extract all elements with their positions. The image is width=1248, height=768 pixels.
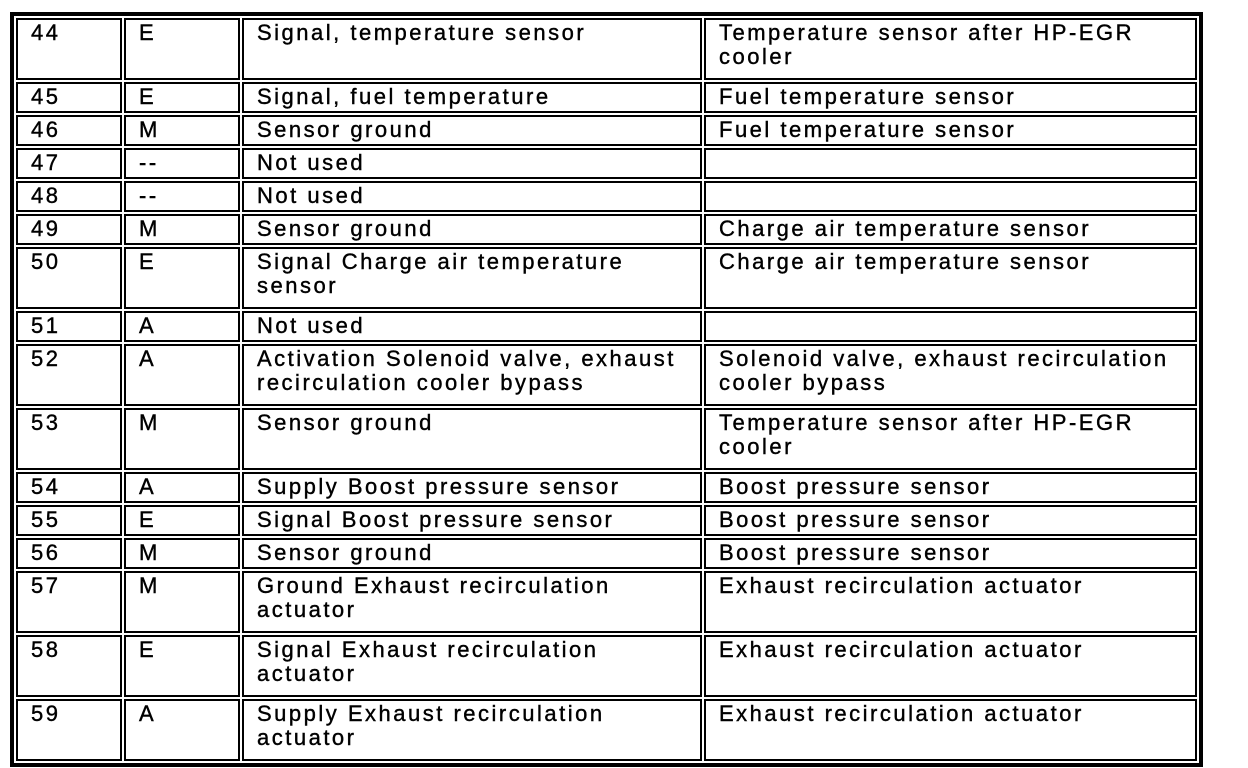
pin-description-cell: Sensor ground	[242, 408, 702, 470]
pin-number-cell: 47	[16, 148, 122, 179]
pin-description-cell: Not used	[242, 148, 702, 179]
table-row: 48 -- Not used	[16, 181, 1197, 212]
table-row: 46 M Sensor ground Fuel temperature sens…	[16, 115, 1197, 146]
pin-component-cell: Fuel temperature sensor	[704, 115, 1197, 146]
pin-assignment-table: 44 E Signal, temperature sensor Temperat…	[14, 16, 1199, 763]
pin-description-cell: Signal Boost pressure sensor	[242, 505, 702, 536]
pin-component-cell	[704, 311, 1197, 342]
pin-type-cell: E	[124, 247, 240, 309]
table-row: 57 M Ground Exhaust recirculation actuat…	[16, 571, 1197, 633]
table-row: 52 A Activation Solenoid valve, exhaust …	[16, 344, 1197, 406]
table-row: 47 -- Not used	[16, 148, 1197, 179]
pin-description-cell: Sensor ground	[242, 214, 702, 245]
pin-type-cell: A	[124, 344, 240, 406]
table-row: 55 E Signal Boost pressure sensor Boost …	[16, 505, 1197, 536]
pin-type-cell: E	[124, 635, 240, 697]
pin-number-cell: 53	[16, 408, 122, 470]
pin-description-cell: Sensor ground	[242, 115, 702, 146]
pin-component-cell: Boost pressure sensor	[704, 538, 1197, 569]
pin-component-cell: Boost pressure sensor	[704, 505, 1197, 536]
pin-description-cell: Not used	[242, 311, 702, 342]
pin-type-cell: M	[124, 408, 240, 470]
pin-number-cell: 55	[16, 505, 122, 536]
pin-number-cell: 45	[16, 82, 122, 113]
pin-number-cell: 44	[16, 18, 122, 80]
pin-number-cell: 56	[16, 538, 122, 569]
pin-type-cell: E	[124, 18, 240, 80]
pin-type-cell: A	[124, 311, 240, 342]
pin-description-cell: Signal Exhaust recirculation actuator	[242, 635, 702, 697]
table-row: 45 E Signal, fuel temperature Fuel tempe…	[16, 82, 1197, 113]
pin-type-cell: --	[124, 148, 240, 179]
pin-number-cell: 51	[16, 311, 122, 342]
pin-description-cell: Ground Exhaust recirculation actuator	[242, 571, 702, 633]
pin-type-cell: A	[124, 472, 240, 503]
pin-number-cell: 50	[16, 247, 122, 309]
pin-type-cell: E	[124, 82, 240, 113]
pin-component-cell: Exhaust recirculation actuator	[704, 571, 1197, 633]
table-row: 49 M Sensor ground Charge air temperatur…	[16, 214, 1197, 245]
pin-description-cell: Signal, temperature sensor	[242, 18, 702, 80]
table-row: 44 E Signal, temperature sensor Temperat…	[16, 18, 1197, 80]
pin-assignment-table-frame: 44 E Signal, temperature sensor Temperat…	[10, 12, 1203, 767]
pin-component-cell: Fuel temperature sensor	[704, 82, 1197, 113]
pin-component-cell: Exhaust recirculation actuator	[704, 635, 1197, 697]
pin-component-cell: Solenoid valve, exhaust recirculation co…	[704, 344, 1197, 406]
table-row: 59 A Supply Exhaust recirculation actuat…	[16, 699, 1197, 761]
pin-number-cell: 58	[16, 635, 122, 697]
pin-description-cell: Not used	[242, 181, 702, 212]
pin-component-cell: Temperature sensor after HP-EGR cooler	[704, 18, 1197, 80]
pin-component-cell: Temperature sensor after HP-EGR cooler	[704, 408, 1197, 470]
pin-description-cell: Signal, fuel temperature	[242, 82, 702, 113]
pin-description-cell: Supply Boost pressure sensor	[242, 472, 702, 503]
pin-number-cell: 48	[16, 181, 122, 212]
pin-type-cell: --	[124, 181, 240, 212]
pin-component-cell: Charge air temperature sensor	[704, 214, 1197, 245]
pin-number-cell: 46	[16, 115, 122, 146]
table-row: 53 M Sensor ground Temperature sensor af…	[16, 408, 1197, 470]
table-row: 54 A Supply Boost pressure sensor Boost …	[16, 472, 1197, 503]
pin-number-cell: 52	[16, 344, 122, 406]
pin-component-cell: Boost pressure sensor	[704, 472, 1197, 503]
pin-type-cell: E	[124, 505, 240, 536]
pin-description-cell: Supply Exhaust recirculation actuator	[242, 699, 702, 761]
table-row: 58 E Signal Exhaust recirculation actuat…	[16, 635, 1197, 697]
pin-component-cell	[704, 148, 1197, 179]
pin-type-cell: M	[124, 538, 240, 569]
table-row: 56 M Sensor ground Boost pressure sensor	[16, 538, 1197, 569]
table-row: 51 A Not used	[16, 311, 1197, 342]
pin-number-cell: 59	[16, 699, 122, 761]
pin-table-body: 44 E Signal, temperature sensor Temperat…	[16, 18, 1197, 761]
pin-type-cell: M	[124, 571, 240, 633]
pin-number-cell: 57	[16, 571, 122, 633]
pin-description-cell: Sensor ground	[242, 538, 702, 569]
table-row: 50 E Signal Charge air temperature senso…	[16, 247, 1197, 309]
pin-component-cell: Charge air temperature sensor	[704, 247, 1197, 309]
pin-number-cell: 54	[16, 472, 122, 503]
pin-component-cell	[704, 181, 1197, 212]
pin-description-cell: Signal Charge air temperature sensor	[242, 247, 702, 309]
pin-number-cell: 49	[16, 214, 122, 245]
pin-type-cell: M	[124, 214, 240, 245]
pin-component-cell: Exhaust recirculation actuator	[704, 699, 1197, 761]
pin-description-cell: Activation Solenoid valve, exhaust recir…	[242, 344, 702, 406]
pin-type-cell: A	[124, 699, 240, 761]
pin-type-cell: M	[124, 115, 240, 146]
